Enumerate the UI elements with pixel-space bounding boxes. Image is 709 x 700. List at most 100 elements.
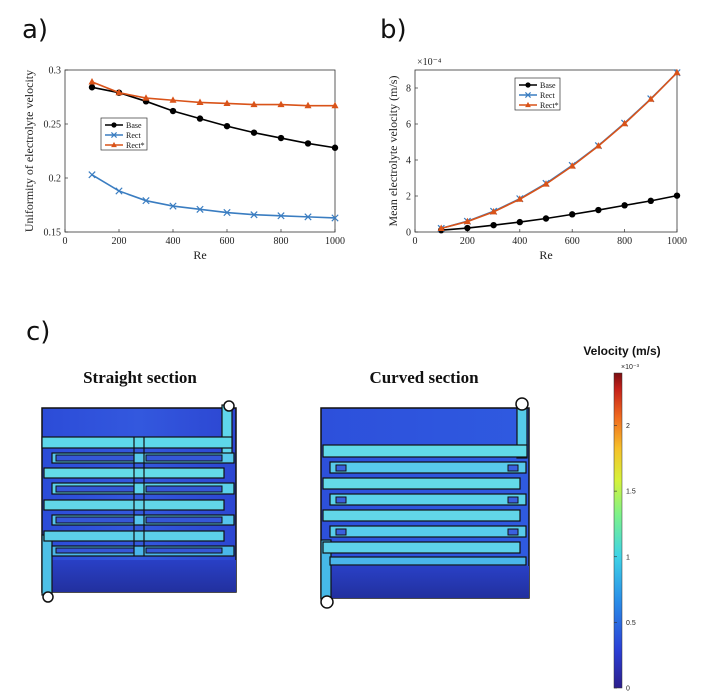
data-point: [331, 101, 339, 109]
mean-velocity-chart: 0 200 400 600 800 1000 0 2 4 6 8 Re Mean electrolyte…: [386, 57, 687, 262]
x-axis-label: Re: [539, 248, 552, 262]
y-axis-label: Uniformity of electrolyte velocity: [22, 70, 36, 232]
data-point: [110, 131, 118, 139]
y-tick-label: 8: [406, 84, 411, 95]
straight-section-title: Straight section: [83, 368, 197, 387]
series-line-Rect: [91, 174, 336, 219]
data-point: [196, 115, 204, 122]
data-point: [250, 100, 258, 108]
x-tick-label: 800: [617, 236, 632, 247]
data-point: [169, 202, 177, 210]
data-point: [647, 197, 654, 205]
plot-frame: [414, 69, 678, 233]
data-point: [111, 122, 117, 128]
data-point: [525, 101, 531, 108]
series-line-Base: [441, 194, 678, 231]
data-point: [621, 119, 629, 127]
data-point: [169, 107, 177, 115]
data-point: [516, 218, 523, 226]
data-point: [516, 195, 524, 202]
uniformity-chart: 0 200 400 600 800 1000 0.15 0.2 0.25 0.3 Re Uniform…: [22, 66, 345, 263]
y-tick-label: 4: [406, 156, 411, 167]
data-point: [524, 91, 532, 99]
data-point: [142, 197, 150, 205]
data-point: [304, 140, 312, 147]
data-point: [647, 95, 655, 102]
colorbar-tick-label: 1: [626, 554, 630, 561]
data-point: [277, 100, 285, 108]
x-tick-label: 200: [112, 236, 127, 247]
data-point: [250, 211, 258, 219]
data-point: [568, 162, 576, 169]
data-point: [304, 101, 312, 109]
data-point: [196, 205, 204, 213]
data-point: [673, 68, 681, 76]
y-tick-label: 0.2: [49, 174, 62, 185]
data-point: [673, 192, 681, 199]
legend-label: Base: [126, 121, 142, 130]
data-point: [331, 214, 339, 222]
data-point: [223, 122, 231, 130]
data-point: [490, 221, 497, 229]
y-tick-label: 0.25: [44, 120, 62, 131]
x-tick-label: 0: [413, 236, 418, 247]
data-point: [525, 82, 531, 88]
legend-label: Rect*: [540, 101, 559, 110]
data-point: [277, 212, 285, 220]
colorbar-exponent: ×10⁻³: [621, 364, 640, 371]
x-tick-label: 0: [63, 236, 68, 247]
data-point: [88, 84, 96, 91]
y-axis-label: Mean electrolyte velocity (m/s): [386, 76, 400, 227]
x-tick-label: 200: [460, 236, 475, 247]
x-tick-label: 1000: [667, 236, 687, 247]
data-point: [277, 134, 285, 142]
data-point: [169, 96, 177, 103]
colorbar-title: Velocity (m/s): [583, 344, 660, 358]
colorbar-tick-label: 0: [626, 686, 630, 693]
data-point: [115, 88, 123, 96]
x-axis-label: Re: [193, 248, 206, 262]
y-tick-label: 2: [406, 192, 411, 203]
data-point: [464, 224, 471, 232]
x-tick-label: 1000: [325, 236, 345, 247]
plot-frame: [64, 69, 336, 233]
data-point: [542, 180, 550, 187]
curved-section-contour: [320, 397, 530, 609]
legend-label: Rect: [126, 131, 141, 140]
straight-section-contour: [41, 400, 237, 603]
data-point: [304, 213, 312, 221]
colorbar-tick-label: 1.5: [626, 489, 636, 496]
x-tick-label: 400: [166, 236, 181, 247]
y-tick-label: 6: [406, 120, 411, 131]
data-point: [463, 217, 471, 225]
y-tick-label: 0: [406, 228, 411, 239]
data-point: [223, 99, 231, 107]
colorbar-tick-label: 0.5: [626, 620, 636, 627]
x-tick-label: 600: [565, 236, 580, 247]
y-exponent-label: ×10⁻⁴: [417, 57, 442, 68]
data-point: [250, 129, 258, 136]
data-point: [223, 208, 231, 217]
velocity-colorbar: Velocity (m/s) ×10⁻³ 0 0.5 1 1.5 2: [583, 344, 660, 693]
data-point: [111, 141, 117, 148]
y-tick-label: 0.3: [49, 66, 62, 77]
data-point: [88, 78, 96, 85]
x-tick-label: 400: [512, 236, 527, 247]
data-point: [142, 94, 150, 101]
data-point: [594, 142, 602, 149]
series-line-Rect*: [440, 72, 678, 230]
y-tick-label: 0.15: [44, 228, 62, 239]
data-point: [542, 215, 550, 222]
series-line-Rect*: [91, 81, 335, 107]
data-point: [115, 187, 123, 195]
colorbar-tick-label: 2: [626, 423, 630, 430]
panel-label-b: b): [380, 15, 407, 45]
data-point: [196, 98, 204, 105]
panel-label-a: a): [22, 15, 48, 45]
legend-label: Rect*: [126, 141, 145, 150]
panel-label-c: c): [26, 317, 50, 347]
data-point: [569, 211, 576, 218]
curved-section-title: Curved section: [369, 368, 479, 387]
data-point: [88, 171, 96, 179]
